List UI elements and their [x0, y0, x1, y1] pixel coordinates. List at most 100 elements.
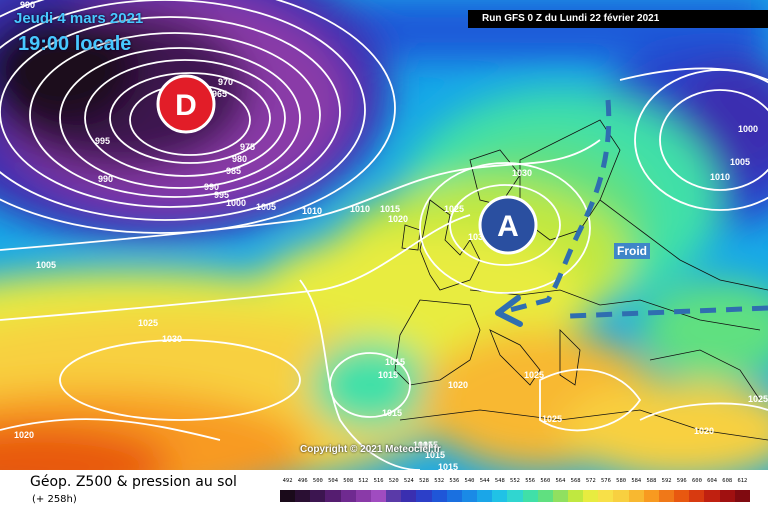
- iso-label: 1030: [162, 334, 182, 344]
- scale-swatch: [567, 490, 584, 502]
- scale-swatch: [537, 490, 553, 502]
- iso-label: 1015: [380, 204, 400, 214]
- high-pressure-symbol: A: [478, 195, 538, 255]
- scale-swatch: [355, 490, 371, 502]
- scale-tick-label: 508: [343, 478, 354, 484]
- scale-tick-label: 588: [646, 478, 657, 484]
- scale-tick-label: 612: [737, 478, 748, 484]
- cold-label: Froid: [614, 243, 650, 259]
- scale-swatch: [401, 490, 417, 502]
- forecast-date: Jeudi 4 mars 2021: [14, 10, 144, 27]
- scale-tick-label: 520: [388, 478, 399, 484]
- scale-swatch: [704, 490, 720, 502]
- scale-swatch: [492, 490, 508, 502]
- scale-tick-label: 580: [616, 478, 627, 484]
- iso-label: 1000: [738, 124, 758, 134]
- scale-swatch: [734, 490, 750, 502]
- scale-swatch: [522, 490, 538, 502]
- scale-tick-label: 496: [297, 478, 308, 484]
- forecast-time: 19:00 locale: [18, 33, 132, 55]
- iso-label: 1015: [382, 408, 402, 418]
- scale-swatch: [674, 490, 690, 502]
- iso-label: 1015: [385, 357, 405, 367]
- iso-label: 1025: [524, 370, 544, 380]
- scale-swatch: [643, 490, 659, 502]
- iso-label: 1010: [350, 204, 370, 214]
- scale-swatch: [416, 490, 432, 502]
- iso-label: 1025: [138, 318, 158, 328]
- iso-label: 1005: [256, 202, 276, 212]
- scale-swatch: [598, 490, 614, 502]
- scale-tick-label: 552: [510, 478, 520, 484]
- iso-label: 990: [20, 0, 35, 10]
- low-letter: D: [175, 89, 197, 122]
- scale-tick-label: 584: [631, 478, 642, 484]
- iso-label: 1015: [438, 462, 458, 470]
- scale-tick-label: 568: [570, 478, 581, 484]
- iso-label: 1005: [730, 157, 750, 167]
- scale-swatch: [613, 490, 629, 502]
- scale-tick-label: 572: [585, 478, 596, 484]
- scale-swatch: [325, 490, 341, 502]
- isobar-labels: 990 970 965 975 980 985 990 995 1000 100…: [14, 0, 768, 470]
- iso-label: 995: [95, 136, 110, 146]
- scale-tick-label: 560: [540, 478, 551, 484]
- scale-swatch: [628, 490, 644, 502]
- scale-tick-label: 592: [661, 478, 672, 484]
- scale-swatch: [658, 490, 675, 502]
- scale-tick-label: 516: [373, 478, 384, 484]
- scale-tick-label: 604: [707, 478, 718, 484]
- scale-tick-label: 528: [419, 478, 429, 484]
- copyright-notice: Copyright © 2021 Meteociel.fr: [300, 444, 441, 455]
- scale-tick-label: 544: [479, 478, 490, 484]
- scale-swatch: [431, 490, 447, 502]
- scale-swatch: [310, 490, 326, 502]
- isobars: [0, 0, 768, 470]
- scale-tick-label: 532: [434, 478, 445, 484]
- scale-tick-label: 512: [358, 478, 369, 484]
- iso-label: 1020: [694, 426, 714, 436]
- scale-tick-label: 596: [676, 478, 687, 484]
- iso-label: 980: [232, 154, 247, 164]
- cold-air-arrow: [495, 99, 768, 327]
- high-letter: A: [497, 210, 519, 243]
- iso-label: 975: [240, 142, 255, 152]
- scale-tick-label: 540: [464, 478, 475, 484]
- iso-label: 1020: [448, 380, 468, 390]
- iso-label: 1015: [378, 370, 398, 380]
- iso-label: 985: [226, 166, 241, 176]
- forecast-map: 990 970 965 975 980 985 990 995 1000 100…: [0, 0, 768, 470]
- iso-label: 1010: [302, 206, 322, 216]
- scale-tick-label: 564: [555, 478, 566, 484]
- scale-swatch: [340, 490, 356, 502]
- scale-bar: [280, 490, 750, 502]
- scale-tick-label: 608: [722, 478, 733, 484]
- map-canvas: 990 970 965 975 980 985 990 995 1000 100…: [0, 0, 768, 470]
- iso-label: 990: [98, 174, 113, 184]
- scale-tick-label: 548: [494, 478, 505, 484]
- color-scale: 492 496 500 504 508 512 516 520 524 528 532 536 540 5…: [280, 478, 750, 508]
- iso-label: 1025: [748, 394, 768, 404]
- iso-label: 1025: [444, 204, 464, 214]
- iso-label: 1005: [36, 260, 56, 270]
- scale-tick-label: 500: [312, 478, 323, 484]
- model-run-banner: Run GFS 0 Z du Lundi 22 février 2021: [468, 10, 768, 28]
- scale-tick-label: 576: [600, 478, 611, 484]
- iso-label: 1030: [512, 168, 532, 178]
- scale-ticks: 492 496 500 504 508 512 516 520 524 528 532 536 540 5…: [280, 478, 750, 488]
- scale-tick-label: 536: [449, 478, 460, 484]
- iso-label: 1010: [710, 172, 730, 182]
- scale-swatch: [477, 490, 493, 502]
- iso-label: 1015: [413, 440, 433, 450]
- iso-label: 1020: [388, 214, 408, 224]
- scale-swatch: [689, 490, 705, 502]
- scale-swatch: [386, 490, 402, 502]
- scale-swatch: [552, 490, 568, 502]
- iso-label: 1020: [14, 430, 34, 440]
- scale-tick-label: 556: [525, 478, 536, 484]
- iso-label: 970: [218, 77, 233, 87]
- iso-label: 1015: [418, 440, 438, 450]
- scale-swatch: [507, 490, 523, 502]
- scale-swatch: [280, 490, 296, 502]
